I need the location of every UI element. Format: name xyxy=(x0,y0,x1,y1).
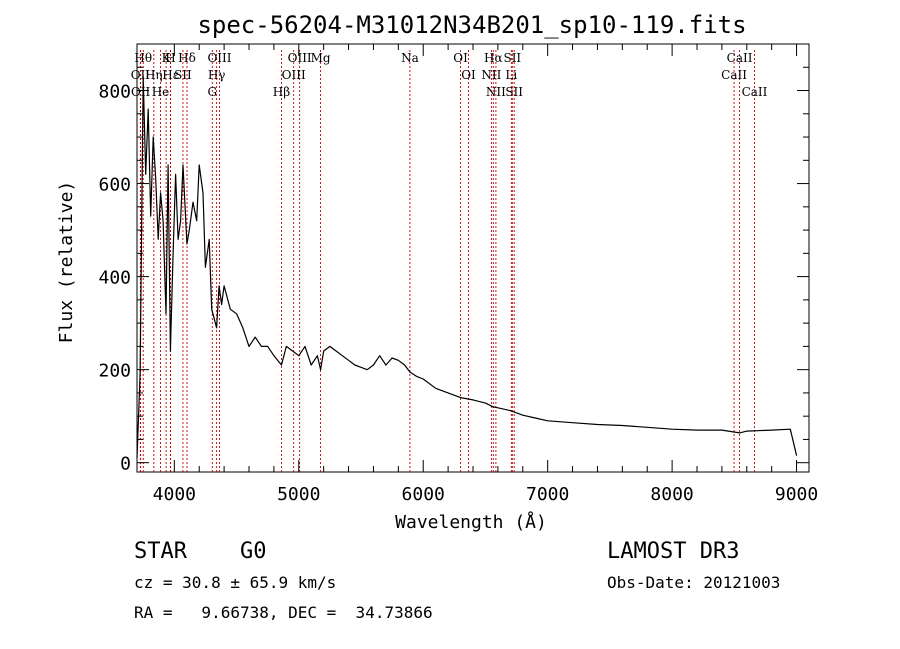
x-tick-label: 4000 xyxy=(153,484,196,505)
emission-line-label: OIII xyxy=(207,51,231,65)
y-tick-label: 400 xyxy=(98,268,131,289)
emission-line-label: SII xyxy=(505,85,523,99)
x-axis-label: Wavelength (Å) xyxy=(395,511,547,533)
emission-line-label: NII xyxy=(486,85,506,99)
sky-coordinates: RA = 9.66738, DEC = 34.73866 xyxy=(134,603,433,622)
emission-line-label: G xyxy=(207,85,217,99)
emission-line-label: Hθ xyxy=(134,51,152,65)
observation-date: Obs-Date: 20121003 xyxy=(607,573,781,592)
emission-line-label: CaII xyxy=(721,68,747,82)
emission-line-label: Hη xyxy=(145,68,163,82)
emission-line-label: OII xyxy=(131,68,151,82)
emission-line-label: Hγ xyxy=(208,68,226,82)
emission-line-label: Hε xyxy=(162,68,179,82)
x-tick-label: 8000 xyxy=(650,484,693,505)
emission-line-label: OI xyxy=(461,68,476,82)
emission-line-label: K xyxy=(162,51,172,65)
emission-line-label: CaII xyxy=(742,85,768,99)
emission-line-label: NII xyxy=(481,68,501,82)
emission-line-label: OIII xyxy=(288,51,312,65)
emission-line-label: CaII xyxy=(727,51,753,65)
emission-line-label: Mg xyxy=(311,51,331,65)
emission-line-label: He xyxy=(152,85,170,99)
emission-line-label: Hβ xyxy=(273,85,290,99)
emission-line-label: OIII xyxy=(282,68,306,82)
survey-name: LAMOST DR3 xyxy=(607,539,740,564)
chart-title: spec-56204-M31012N34B201_sp10-119.fits xyxy=(197,11,746,39)
object-classification: STAR G0 xyxy=(134,539,267,564)
y-tick-label: 800 xyxy=(98,82,131,103)
emission-line-label: SII xyxy=(174,68,192,82)
emission-line-label: Na xyxy=(401,51,419,65)
plot-frame xyxy=(136,43,810,473)
y-tick-label: 600 xyxy=(98,175,131,196)
emission-line-label: OI xyxy=(453,51,468,65)
x-tick-label: 6000 xyxy=(402,484,445,505)
x-tick-label: 7000 xyxy=(526,484,569,505)
emission-line-label: SII xyxy=(503,51,521,65)
emission-line-label: Hδ xyxy=(178,51,196,65)
x-tick-label: 9000 xyxy=(775,484,818,505)
emission-line-label: Hα xyxy=(484,51,503,65)
x-tick-label: 5000 xyxy=(277,484,320,505)
spectrum-line xyxy=(136,75,798,459)
y-tick-label: 200 xyxy=(98,361,131,382)
emission-line-labels: Hθ OII OII K Hη He H Hε Hδ SII OIII Hγ G OIII OIII Hβ Mg… xyxy=(131,51,768,99)
y-axis-label: Flux (relative) xyxy=(56,181,77,344)
emission-line-label: OII xyxy=(131,85,151,99)
emission-line-label: H xyxy=(165,51,175,65)
y-axis-ticks: 0 200 400 600 800 xyxy=(98,66,809,475)
y-tick-label: 0 xyxy=(120,454,131,475)
redshift-value: cz = 30.8 ± 65.9 km/s xyxy=(134,573,337,592)
x-axis-ticks: 4000 5000 6000 7000 8000 9000 xyxy=(153,44,818,505)
emission-line-label: Li xyxy=(505,68,517,82)
emission-line-markers xyxy=(139,50,755,472)
